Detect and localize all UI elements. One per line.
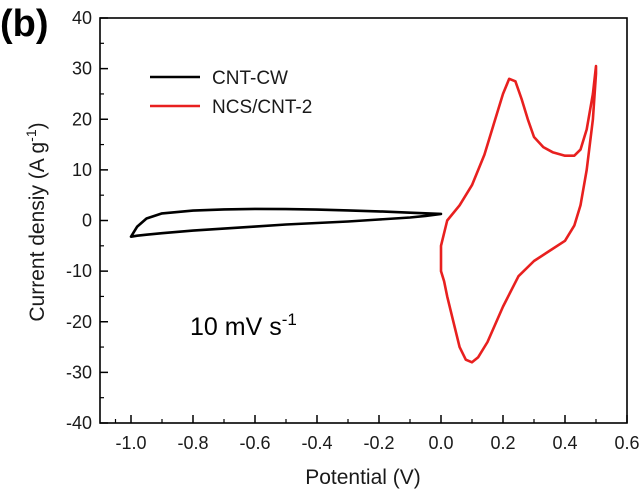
panel-label: (b) <box>0 3 49 45</box>
legend-label-ncs-cnt-2: NCS/CNT-2 <box>212 97 312 118</box>
scan-rate-sup: -1 <box>282 310 297 329</box>
x-tick-label: -0.4 <box>301 433 332 453</box>
y-axis-title-end: ) <box>26 122 49 129</box>
y-tick-label: -40 <box>66 413 92 433</box>
x-tick-label: -0.2 <box>363 433 394 453</box>
y-axis-title-main: Current densiy (A g <box>26 142 49 322</box>
y-tick-labels: -40 -30 -20 -10 0 10 20 30 40 <box>66 8 92 433</box>
y-tick-label: 0 <box>82 211 92 231</box>
y-tick-label: -20 <box>66 312 92 332</box>
x-tick-label: 0.0 <box>428 433 453 453</box>
series-group <box>129 64 598 364</box>
y-tick-label: 30 <box>72 59 92 79</box>
series-line-ncs-cnt-2 <box>439 64 598 364</box>
x-axis <box>114 415 628 423</box>
x-tick-labels: -1.0 -0.8 -0.6 -0.4 -0.2 0.0 0.2 0.4 0.6 <box>115 433 639 453</box>
y-tick-label: -30 <box>66 362 92 382</box>
scan-rate-annotation: 10 mV s-1 <box>190 310 297 341</box>
scan-rate-text: 10 mV s <box>190 313 282 341</box>
y-tick-label: 40 <box>72 8 92 28</box>
y-tick-label: 20 <box>72 109 92 129</box>
x-tick-label: 0.4 <box>552 433 577 453</box>
y-axis-title-sup: -1 <box>23 129 39 142</box>
legend-label-cnt-cw: CNT-CW <box>212 68 288 89</box>
y-axis <box>100 17 108 424</box>
x-tick-label: 0.2 <box>490 433 515 453</box>
x-tick-label: -0.6 <box>239 433 270 453</box>
series-line-cnt-cw <box>129 207 443 238</box>
x-tick-label: 0.6 <box>614 433 639 453</box>
x-tick-label: -0.8 <box>177 433 208 453</box>
y-axis-title: Current densiy (A g-1) <box>23 122 49 321</box>
legend: CNT-CW NCS/CNT-2 <box>150 68 312 118</box>
x-tick-label: -1.0 <box>115 433 146 453</box>
x-axis-title: Potential (V) <box>305 466 421 489</box>
y-tick-label: -10 <box>66 261 92 281</box>
y-tick-label: 10 <box>72 160 92 180</box>
